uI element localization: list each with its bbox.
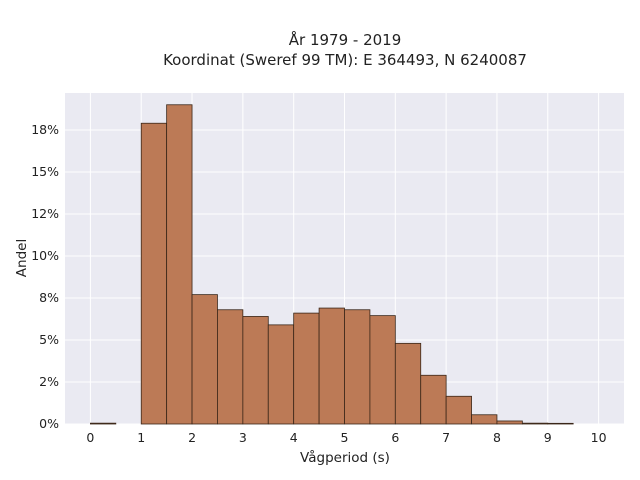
x-tick-label: 3 bbox=[239, 430, 247, 445]
histogram-bar bbox=[471, 414, 498, 425]
x-tick-label: 9 bbox=[544, 430, 552, 445]
y-tick-label: 5% bbox=[39, 332, 59, 347]
histogram-bar bbox=[293, 312, 320, 425]
y-tick-label: 2% bbox=[39, 374, 59, 389]
x-axis-label: Vågperiod (s) bbox=[300, 449, 390, 466]
histogram-bar bbox=[267, 324, 295, 425]
histogram-bar bbox=[496, 420, 523, 425]
histogram-bar bbox=[217, 309, 244, 425]
histogram-bar bbox=[140, 122, 168, 425]
x-tick-label: 8 bbox=[493, 430, 501, 445]
histogram-bar bbox=[166, 104, 193, 425]
x-axis-ticks: 0 1 2 3 4 5 6 7 8 9 10 bbox=[86, 430, 606, 445]
y-tick-label: 8% bbox=[39, 290, 59, 305]
x-tick-label: 6 bbox=[391, 430, 399, 445]
histogram-bar bbox=[242, 316, 269, 425]
histogram-bar bbox=[420, 374, 447, 425]
x-tick-label: 7 bbox=[442, 430, 450, 445]
histogram-bar bbox=[191, 294, 218, 425]
histogram-bar bbox=[90, 422, 117, 425]
chart-title: År 1979 - 2019 bbox=[289, 30, 402, 49]
histogram-bar bbox=[445, 395, 472, 425]
x-tick-label: 10 bbox=[591, 430, 607, 445]
y-tick-label: 10% bbox=[31, 248, 59, 263]
histogram-bar bbox=[344, 309, 371, 425]
y-tick-label: 15% bbox=[31, 164, 59, 179]
x-tick-label: 4 bbox=[290, 430, 298, 445]
chart-subtitle: Koordinat (Sweref 99 TM): E 364493, N 62… bbox=[163, 51, 527, 69]
histogram-bar bbox=[547, 422, 574, 425]
y-tick-label: 0% bbox=[39, 416, 59, 431]
y-tick-label: 12% bbox=[31, 206, 59, 221]
histogram-bar bbox=[318, 307, 345, 425]
histogram-bar bbox=[369, 315, 396, 425]
y-axis-ticks: 0% 2% 5% 8% 10% 12% 15% 18% bbox=[31, 122, 59, 431]
bars-group bbox=[90, 104, 574, 425]
x-tick-label: 0 bbox=[86, 430, 94, 445]
y-tick-label: 18% bbox=[31, 122, 59, 137]
histogram-bar bbox=[394, 342, 422, 425]
x-tick-label: 5 bbox=[341, 430, 349, 445]
y-axis-label: Andel bbox=[14, 239, 30, 277]
histogram-bar bbox=[521, 422, 549, 425]
x-tick-label: 2 bbox=[188, 430, 196, 445]
x-tick-label: 1 bbox=[137, 430, 145, 445]
